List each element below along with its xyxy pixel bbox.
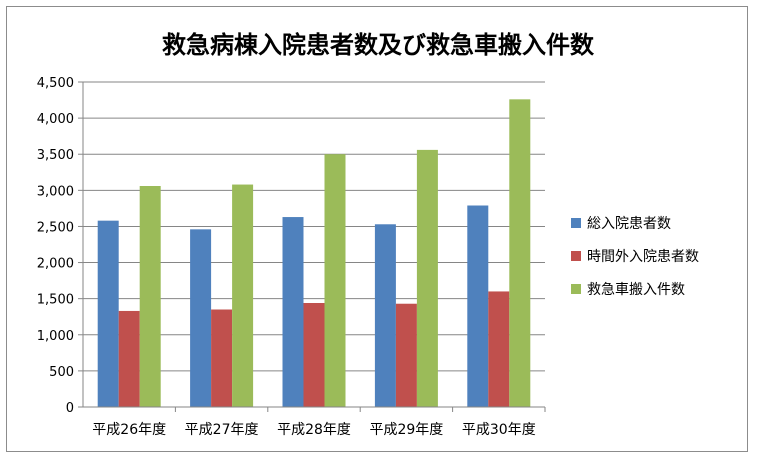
y-tick-label: 1,500: [37, 293, 74, 308]
bar-chart: 救急病棟入院患者数及び救急車搬入件数 0 500 1,000 1,500 2,000 2,…: [37, 31, 699, 438]
y-tick-label: 2,000: [37, 257, 74, 272]
bar: [488, 291, 510, 407]
x-tick-label: 平成28年度: [277, 422, 351, 438]
legend-label: 時間外入院患者数: [587, 249, 699, 265]
bar: [395, 303, 417, 407]
y-tick-label: 4,500: [37, 76, 74, 91]
bar: [509, 99, 531, 407]
bars: [97, 99, 531, 407]
legend-swatch: [571, 218, 581, 228]
chart-frame: 救急病棟入院患者数及び救急車搬入件数 0 500 1,000 1,500 2,000 2,…: [6, 6, 748, 452]
bar: [190, 229, 212, 407]
y-tick-label: 1,000: [37, 329, 74, 344]
bar: [467, 205, 489, 407]
bar: [118, 310, 140, 407]
x-tick-label: 平成30年度: [462, 422, 536, 438]
y-tick-label: 0: [66, 401, 74, 416]
bar: [232, 184, 254, 407]
y-tick-label: 500: [49, 365, 74, 380]
bar: [303, 303, 325, 407]
legend-swatch: [571, 284, 581, 294]
bar: [211, 309, 233, 407]
legend-swatch: [571, 251, 581, 261]
bar: [374, 224, 396, 407]
x-tick-label: 平成29年度: [369, 422, 443, 438]
x-tick-labels: 平成26年度 平成27年度 平成28年度 平成29年度 平成30年度: [92, 422, 535, 438]
y-tick-label: 3,000: [37, 184, 74, 199]
bar: [282, 217, 304, 407]
y-tick-labels: 0 500 1,000 1,500 2,000 2,500 3,000 3,500 4,000 4…: [37, 76, 74, 416]
x-tick-label: 平成27年度: [185, 422, 259, 438]
axes: [78, 81, 546, 412]
y-tick-label: 3,500: [37, 148, 74, 163]
bar: [97, 220, 119, 407]
bar: [416, 149, 438, 407]
bar: [324, 154, 346, 407]
chart-title: 救急病棟入院患者数及び救急車搬入件数: [162, 31, 595, 59]
legend-label: 総入院患者数: [587, 216, 671, 232]
y-tick-label: 4,000: [37, 112, 74, 127]
bar: [139, 186, 161, 407]
y-tick-label: 2,500: [37, 220, 74, 235]
legend-label: 救急車搬入件数: [587, 281, 685, 298]
x-tick-label: 平成26年度: [92, 422, 166, 438]
